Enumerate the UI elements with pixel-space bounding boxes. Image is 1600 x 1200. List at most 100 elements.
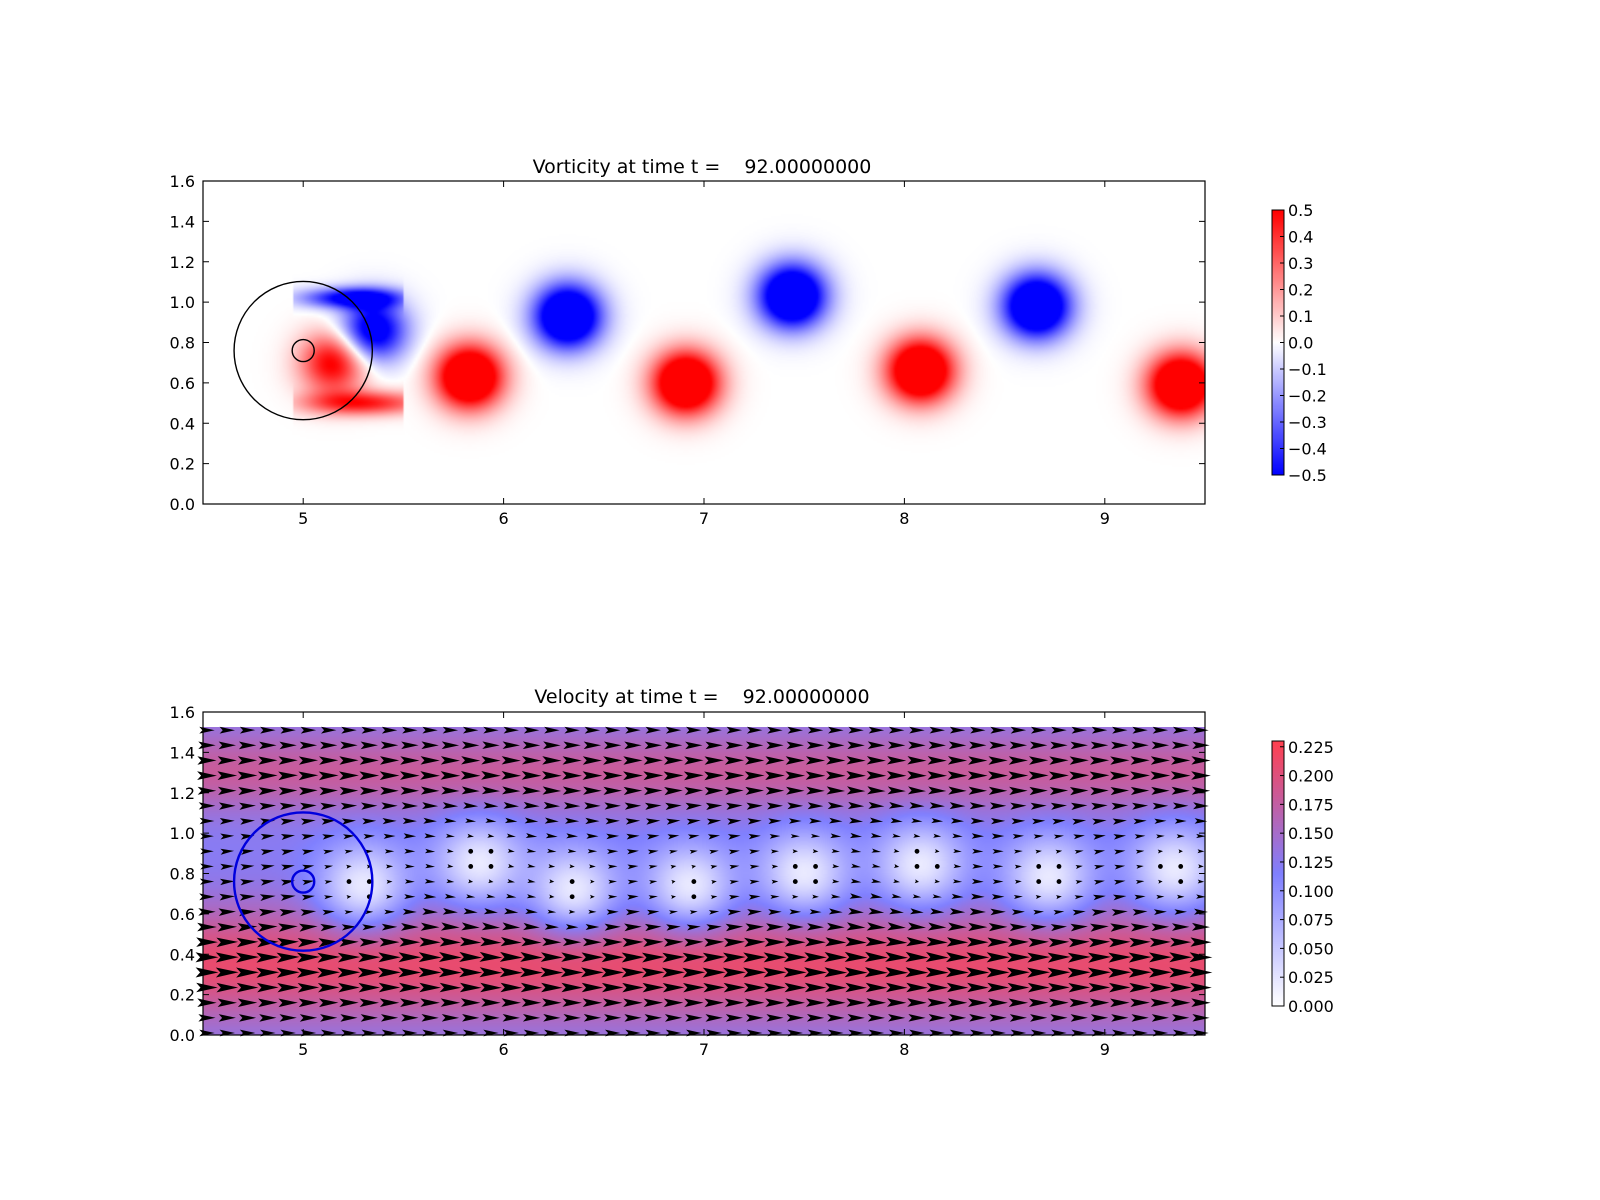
quiver-arrow (257, 923, 278, 932)
quiver-arrow (832, 879, 840, 884)
quiver-arrow (502, 786, 521, 795)
quiver-arrow (746, 802, 763, 810)
quiver-arrow (240, 879, 255, 886)
quiver-arrow (893, 864, 900, 868)
quiver-arrow (218, 741, 236, 750)
quiver-arrow (933, 833, 942, 838)
quiver-arrow (710, 865, 718, 869)
quiver-arrow (670, 864, 677, 869)
quiver-arrow (908, 741, 926, 750)
quiver-arrow (488, 879, 494, 884)
quiver-arrow (986, 967, 1010, 978)
quiver-arrow (1029, 786, 1048, 796)
quiver-dot (1056, 864, 1062, 869)
quiver-arrow (1149, 952, 1172, 963)
quiver-arrow (401, 741, 419, 750)
quiver-arrow (606, 833, 620, 840)
quiver-arrow (320, 741, 338, 750)
quiver-arrow (972, 848, 984, 854)
quiver-arrow (422, 908, 438, 915)
quiver-arrow (1151, 786, 1170, 795)
quiver-arrow (867, 741, 886, 749)
quiver-arrow (770, 849, 779, 854)
quiver-arrow (643, 771, 664, 781)
quiver-arrow (743, 967, 767, 978)
quiver-arrow (867, 1014, 885, 1022)
quiver-arrow (971, 893, 985, 900)
quiver-arrow (683, 771, 704, 781)
quiver-arrow (380, 756, 400, 765)
quiver-arrow (279, 909, 297, 917)
quiver-arrow (259, 1014, 277, 1022)
quiver-arrow (1008, 756, 1028, 765)
quiver-arrow (421, 1014, 439, 1022)
quiver-arrow (702, 952, 726, 963)
quiver-arrow (359, 938, 379, 947)
quiver-arrow (665, 802, 682, 810)
quiver-arrow (319, 787, 338, 796)
quiver-arrow (1171, 998, 1191, 1007)
quiver-arrow (378, 967, 401, 978)
quiver-arrow (442, 726, 459, 734)
quiver-arrow (825, 982, 847, 993)
quiver-dot (366, 879, 372, 884)
quiver-arrow (1089, 998, 1110, 1008)
quiver-arrow (1027, 967, 1051, 978)
colorbar-tick-label: −0.3 (1288, 413, 1327, 432)
quiver-arrow (218, 1014, 236, 1022)
quiver-arrow (583, 741, 602, 750)
quiver-arrow (909, 726, 925, 734)
quiver-arrow (770, 894, 780, 899)
colorbar-tick-label: −0.2 (1288, 387, 1327, 406)
quiver-arrow (219, 818, 235, 825)
quiver-arrow (951, 893, 964, 899)
quiver-arrow (948, 741, 967, 750)
quiver-arrow (581, 982, 604, 993)
quiver-arrow (423, 817, 437, 824)
quiver-arrow (934, 849, 940, 853)
quiver-arrow (966, 952, 990, 963)
quiver-arrow (219, 893, 236, 901)
quiver-arrow (787, 802, 804, 810)
quiver-arrow (971, 833, 984, 839)
quiver-arrow (747, 909, 762, 916)
quiver-arrow (907, 922, 926, 931)
quiver-arrow (344, 849, 354, 854)
quiver-arrow (218, 908, 236, 916)
quiver-arrow (1130, 923, 1150, 932)
quiver-arrow (545, 833, 558, 839)
quiver-arrow (543, 1014, 561, 1022)
quiver-arrow (725, 787, 744, 796)
quiver-arrow (827, 1014, 845, 1022)
quiver-arrow (1150, 756, 1170, 765)
vorticity-x-axis: 5 6 7 8 9 (298, 181, 1110, 528)
quiver-arrow (893, 879, 900, 883)
quiver-arrow (359, 998, 379, 1007)
quiver-arrow (644, 802, 662, 810)
quiver-arrow (1192, 1014, 1210, 1022)
quiver-arrow (320, 1014, 338, 1022)
quiver-arrow (745, 786, 764, 795)
quiver-arrow (866, 756, 886, 765)
quiver-arrow (500, 982, 523, 993)
quiver-arrow (1068, 983, 1091, 993)
quiver-arrow (297, 983, 320, 993)
quiver-arrow (1014, 864, 1022, 869)
quiver-arrow (467, 833, 474, 838)
y-tick-label: 0.8 (170, 334, 195, 353)
quiver-arrow (565, 924, 579, 930)
quiver-arrow (542, 998, 562, 1007)
quiver-arrow (1154, 818, 1167, 824)
quiver-arrow (581, 967, 604, 978)
quiver-arrow (1190, 937, 1212, 947)
quiver-arrow (299, 1014, 318, 1022)
quiver-arrow (487, 833, 495, 838)
quiver-arrow (624, 802, 642, 810)
quiver-arrow (824, 967, 848, 978)
quiver-arrow (702, 967, 726, 978)
quiver-arrow (743, 982, 766, 993)
quiver-arrow (565, 817, 580, 824)
quiver-arrow (601, 967, 625, 978)
quiver-arrow (670, 895, 676, 899)
quiver-arrow (662, 952, 685, 963)
